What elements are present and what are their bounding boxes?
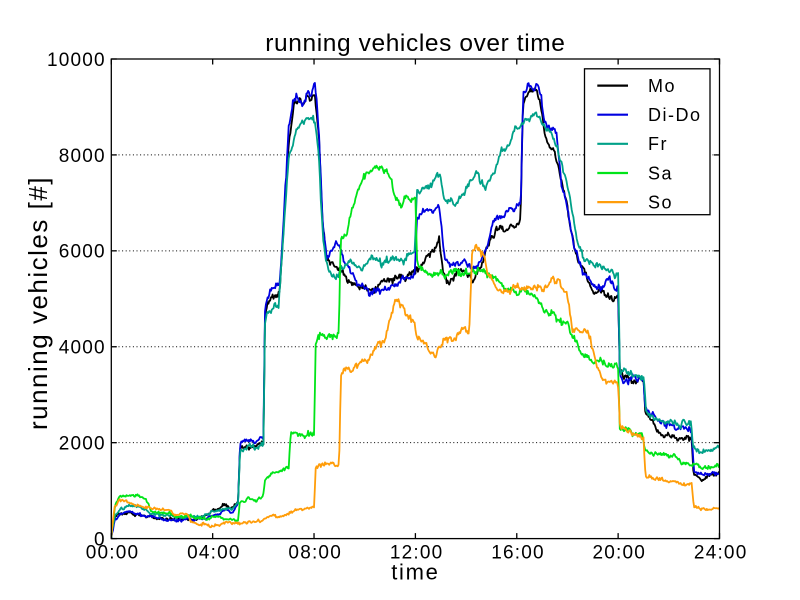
svg-text:20:00: 20:00	[593, 543, 647, 564]
svg-text:time: time	[391, 560, 439, 585]
svg-text:12:00: 12:00	[390, 543, 444, 564]
svg-text:6000: 6000	[59, 242, 106, 263]
svg-text:10000: 10000	[47, 50, 106, 71]
svg-text:0: 0	[94, 530, 106, 551]
svg-text:Sa: Sa	[648, 163, 673, 183]
svg-text:Mo: Mo	[648, 76, 676, 96]
svg-text:2000: 2000	[59, 434, 106, 455]
svg-text:running vehicles over time: running vehicles over time	[265, 30, 565, 57]
svg-text:Fr: Fr	[648, 134, 668, 154]
svg-text:16:00: 16:00	[491, 543, 545, 564]
svg-text:00:00: 00:00	[86, 543, 140, 564]
svg-text:running vehicles [#]: running vehicles [#]	[23, 176, 53, 430]
svg-text:24:00: 24:00	[694, 543, 748, 564]
svg-text:8000: 8000	[59, 146, 106, 167]
svg-text:08:00: 08:00	[288, 543, 342, 564]
svg-text:4000: 4000	[59, 338, 106, 359]
svg-text:04:00: 04:00	[187, 543, 241, 564]
svg-text:So: So	[648, 193, 673, 213]
svg-text:Di-Do: Di-Do	[648, 105, 702, 125]
